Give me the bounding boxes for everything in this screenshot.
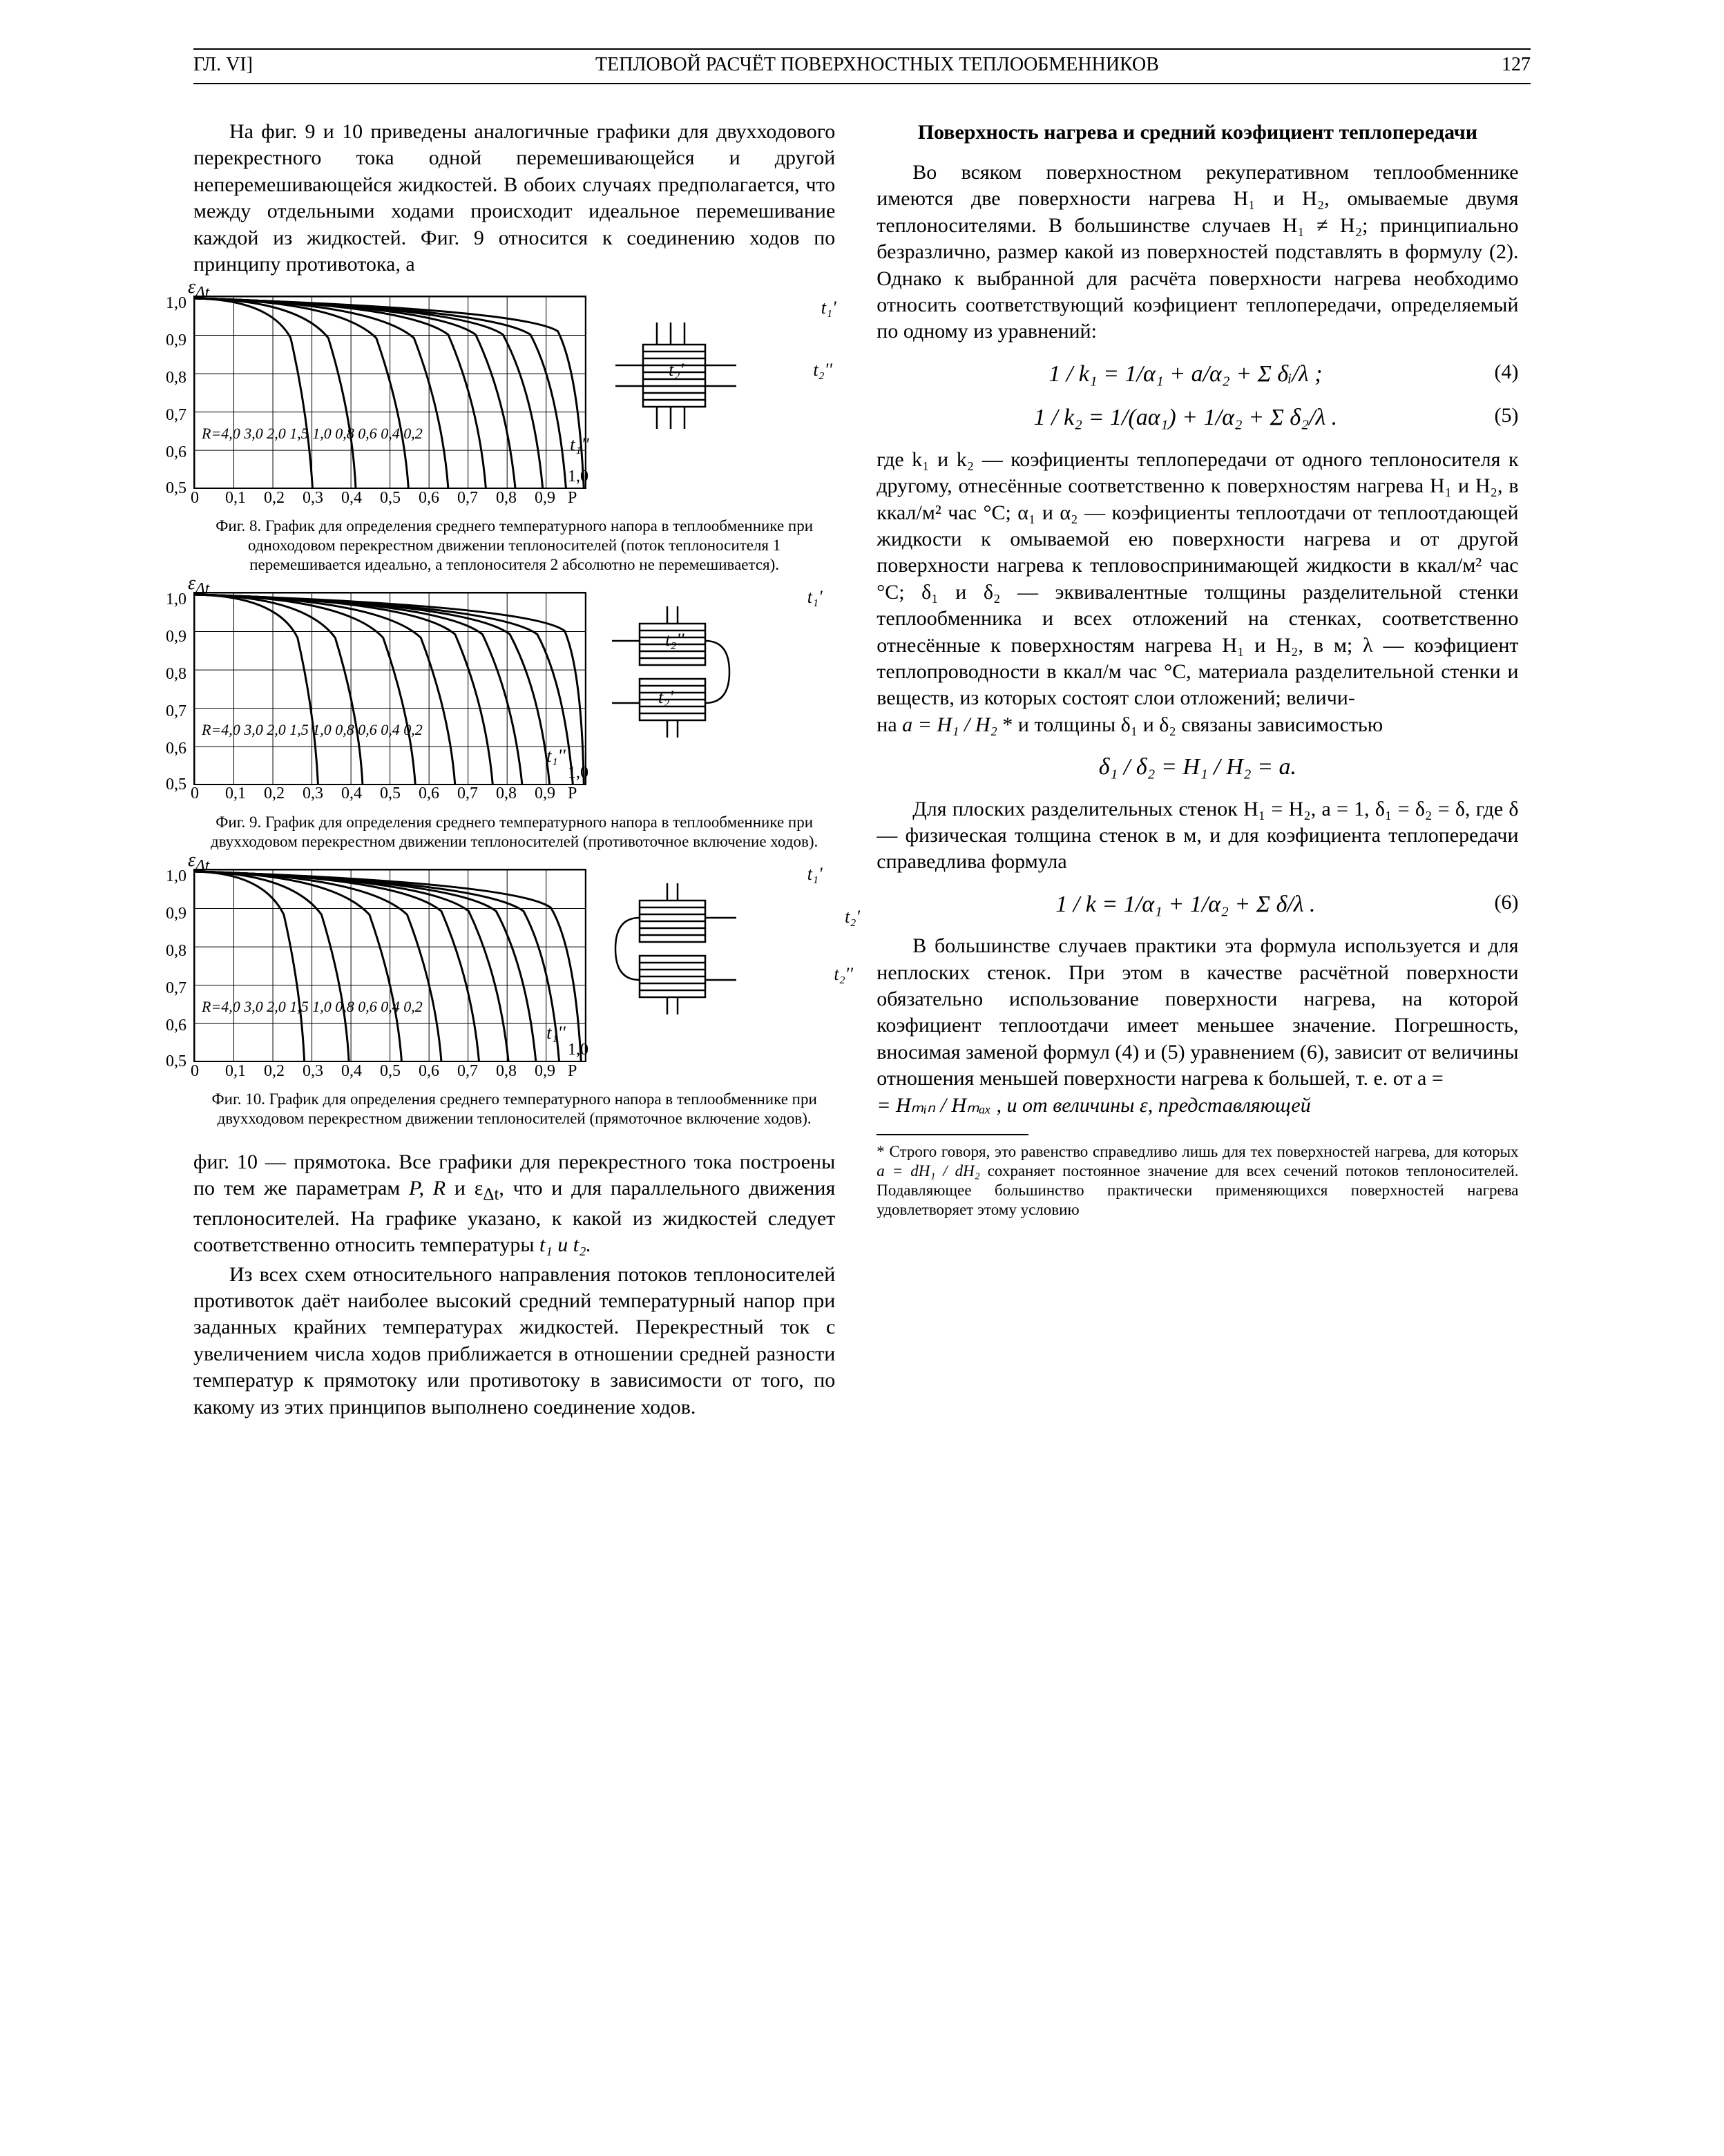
- ytick: 0,5: [166, 1051, 186, 1072]
- xtick: 0,9: [535, 488, 555, 509]
- para-flat: Для плоских разделительных стенок H₁ = H…: [877, 796, 1518, 876]
- label-t1pp: t₁'': [546, 1023, 565, 1043]
- ytick: 0,9: [166, 330, 186, 352]
- xtick: 0,3: [303, 488, 323, 509]
- xtick: 0,7: [457, 1061, 478, 1082]
- caption-fig8: Фиг. 8. График для определения среднего …: [193, 517, 835, 574]
- xtick: 0,9: [535, 1061, 555, 1082]
- para-last-a: В большинстве случаев практики эта форму…: [877, 933, 1518, 1092]
- label-t2p: t₂': [658, 687, 673, 707]
- xtick: 0,9: [535, 783, 555, 805]
- schematic-fig9-icon: t₁' t₂'' t₂' t₁'': [602, 603, 835, 775]
- xtick: 0,8: [496, 783, 517, 805]
- label-t1p: t₁': [821, 298, 836, 318]
- figure-10: εΔt 1,0 0,9 0,8 0,7 0,6 0,5 0 0,1 0,2 0,…: [193, 869, 835, 1128]
- para-l1: На фиг. 9 и 10 приведены аналогичные гра…: [193, 119, 835, 278]
- label-t1p: t₁': [807, 864, 823, 884]
- xtick: 0,3: [303, 783, 323, 805]
- curves-icon: [195, 870, 585, 1062]
- ytick: 1,0: [166, 589, 186, 610]
- schematic-fig8-icon: t₁' t₂' t₂'' t₁'': [602, 317, 835, 468]
- chart-fig8: εΔt 1,0 0,9 0,8 0,7 0,6 0,5 0 0,1 0,2 0,…: [193, 296, 586, 489]
- ytick: 0,7: [166, 701, 186, 722]
- label-t1pp: t₁'': [570, 434, 588, 454]
- label-t2pp: t₂'': [665, 630, 684, 650]
- label-t1pp: t₁'': [546, 746, 565, 766]
- xtick: 0,3: [303, 1061, 323, 1082]
- ytick: 0,8: [166, 941, 186, 962]
- label-t2p: t₂': [669, 360, 684, 380]
- label-t2pp: t₂'': [813, 360, 832, 380]
- chart-fig9: εΔt 1,0 0,9 0,8 0,7 0,6 0,5 0 0,1 0,2 0,…: [193, 592, 586, 785]
- ytick: 0,6: [166, 738, 186, 760]
- right-column: Поверхность нагрева и средний коэфициент…: [877, 119, 1518, 1421]
- xtick: 0,4: [341, 488, 362, 509]
- ytick: 1,0: [166, 293, 186, 314]
- para-r-inline-a: на a = H₁ / H₂ * и толщины δ₁ и δ₂ связа…: [877, 712, 1518, 738]
- xtick: 0,6: [419, 783, 439, 805]
- xtick: 0,8: [496, 1061, 517, 1082]
- xtick: 0,7: [457, 488, 478, 509]
- ytick: 0,8: [166, 664, 186, 685]
- xtick: 0,6: [419, 1061, 439, 1082]
- figure-9: εΔt 1,0 0,9 0,8 0,7 0,6 0,5 0 0,1 0,2 0,…: [193, 592, 835, 851]
- xtick: 0,5: [380, 1061, 401, 1082]
- caption-fig10: Фиг. 10. График для определения среднего…: [193, 1090, 835, 1128]
- xtick: 0,2: [264, 1061, 285, 1082]
- rule-under: [193, 83, 1531, 84]
- para-r1: Во всяком поверхностном рекуперативном т…: [877, 160, 1518, 345]
- running-title: ТЕПЛОВОЙ РАСЧЁТ ПОВЕРХНОСТНЫХ ТЕПЛООБМЕН…: [595, 54, 1159, 76]
- xtick: 0,6: [419, 488, 439, 509]
- ytick: 0,7: [166, 978, 186, 999]
- para-l3: Из всех схем относительного направления …: [193, 1262, 835, 1421]
- xtick: 0,1: [225, 783, 246, 805]
- caption-fig9: Фиг. 9. График для определения среднего …: [193, 813, 835, 851]
- xtick: 0,4: [341, 783, 362, 805]
- ytick: 0,9: [166, 626, 186, 648]
- para-r-aftereq: где k₁ и k₂ — коэфициенты теплопередачи …: [877, 447, 1518, 712]
- xtick: 0: [191, 783, 199, 805]
- footnote: * Строго говоря, это равенство справедли…: [877, 1142, 1518, 1220]
- ytick: 0,9: [166, 903, 186, 925]
- label-t2pp: t₂'': [834, 964, 852, 984]
- label-t2p: t₂': [845, 907, 860, 927]
- equation-5: 1 / k₂ = 1/(aα₁) + 1/α₂ + Σ δ₂/λ .(5): [877, 403, 1518, 433]
- xtick: 0,1: [225, 1061, 246, 1082]
- running-head: ГЛ. VI] ТЕПЛОВОЙ РАСЧЁТ ПОВЕРХНОСТНЫХ ТЕ…: [193, 54, 1531, 76]
- ytick: 1,0: [166, 866, 186, 887]
- xtick: 0: [191, 488, 199, 509]
- para-l2: фиг. 10 — прямотока. Все графики для пер…: [193, 1149, 835, 1259]
- left-column: На фиг. 9 и 10 приведены аналогичные гра…: [193, 119, 835, 1421]
- ytick: 0,6: [166, 442, 186, 463]
- para-last-b: = Hₘᵢₙ / Hₘₐₓ , и от величины ε, предста…: [877, 1093, 1518, 1119]
- xtick: 0,1: [225, 488, 246, 509]
- section-title: Поверхность нагрева и средний коэфициент…: [877, 119, 1518, 146]
- schematic-fig10-icon: t₁' t₂' t₂'' t₁'': [602, 880, 835, 1052]
- curves-icon: [195, 593, 585, 785]
- ytick: 0,8: [166, 367, 186, 389]
- chart-fig10: εΔt 1,0 0,9 0,8 0,7 0,6 0,5 0 0,1 0,2 0,…: [193, 869, 586, 1062]
- figure-8: εΔt 1,0 0,9 0,8 0,7 0,6 0,5 0 0,1 0,2 0,…: [193, 296, 835, 574]
- footnote-rule: [877, 1134, 1028, 1135]
- label-t1p: t₁': [807, 587, 823, 607]
- xtick: 0,7: [457, 783, 478, 805]
- rule-top: [193, 48, 1531, 50]
- xtick: 0: [191, 1061, 199, 1082]
- xtick: 0,5: [380, 783, 401, 805]
- curves-icon: [195, 297, 585, 489]
- chapter-label: ГЛ. VI]: [193, 54, 253, 76]
- equation-a: δ₁ / δ₂ = H₁ / H₂ = a.: [877, 752, 1518, 782]
- equation-6: 1 / k = 1/α₁ + 1/α₂ + Σ δ/λ .(6): [877, 889, 1518, 920]
- equation-4: 1 / k₁ = 1/α₁ + a/α₂ + Σ δᵢ/λ ;(4): [877, 359, 1518, 389]
- xtick: 0,5: [380, 488, 401, 509]
- ytick: 0,6: [166, 1015, 186, 1037]
- xtick: 0,8: [496, 488, 517, 509]
- ytick: 0,5: [166, 478, 186, 499]
- ytick: 0,7: [166, 405, 186, 426]
- ytick: 0,5: [166, 774, 186, 796]
- xtick: 0,4: [341, 1061, 362, 1082]
- xtick: 0,2: [264, 783, 285, 805]
- xtick: 0,2: [264, 488, 285, 509]
- page-number: 127: [1502, 54, 1531, 76]
